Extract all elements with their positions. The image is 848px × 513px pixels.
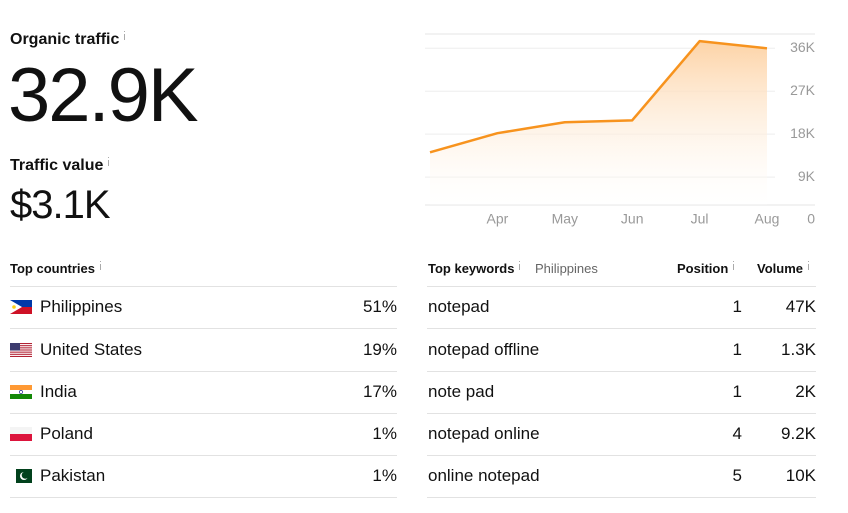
country-share: 19% (362, 340, 397, 359)
flag-icon (10, 385, 32, 399)
organic-value: 32.9K (8, 53, 199, 138)
flag-icon (10, 469, 32, 483)
y-tick-label: 0 (807, 211, 815, 227)
flag (10, 427, 32, 441)
info-icon[interactable] (107, 157, 110, 166)
chart: 0 9K 18K 27K 36K Apr May Jun Jul Aug (425, 33, 816, 227)
divider (427, 455, 816, 456)
divider (10, 497, 397, 498)
divider (10, 328, 397, 329)
countries-title-text: Top countries (10, 261, 95, 276)
x-tick-label: May (552, 211, 578, 227)
info-icon[interactable] (518, 261, 521, 270)
divider (10, 371, 397, 372)
divider (427, 371, 816, 372)
countries-title: Top countries (10, 261, 102, 276)
divider (427, 328, 816, 329)
x-tick-label: Jul (691, 211, 709, 227)
traffic-value-label-text: Traffic value (10, 157, 104, 174)
x-tick-label: Apr (487, 211, 509, 227)
x-tick-label: Aug (755, 211, 780, 227)
info-icon[interactable] (807, 261, 810, 270)
country-name: Poland (40, 424, 93, 443)
flag-icon (10, 427, 32, 441)
info-icon[interactable] (99, 261, 102, 270)
volume-header: Volume (757, 261, 810, 276)
country-share: 1% (372, 466, 397, 485)
divider (427, 413, 816, 414)
country-name: India (40, 382, 77, 401)
position-header-text: Position (677, 261, 729, 276)
country-share: 1% (372, 424, 397, 443)
y-tick-label: 9K (798, 168, 816, 184)
y-tick-label: 18K (790, 125, 816, 141)
divider (10, 413, 397, 414)
y-tick-label: 27K (790, 82, 816, 98)
traffic-value-label: Traffic value (10, 157, 110, 175)
traffic-value: $3.1K (10, 183, 111, 227)
divider (427, 497, 816, 498)
organic-label: Organic traffic (10, 31, 126, 49)
flag-icon (10, 343, 32, 357)
divider (10, 286, 397, 287)
country-name: United States (40, 340, 143, 359)
keyword-position: 4 (732, 424, 742, 443)
flag (10, 343, 32, 357)
keywords-filter: Philippines (535, 261, 598, 276)
flag-icon (10, 300, 32, 314)
country-share: 17% (362, 382, 397, 401)
divider (10, 455, 397, 456)
x-tick-label: Jun (621, 211, 644, 227)
keyword-position: 1 (732, 340, 742, 359)
keyword-volume: 9.2K (781, 424, 816, 443)
country-name: Pakistan (40, 466, 106, 485)
keywords-title: Top keywords (428, 261, 521, 276)
organic-label-text: Organic traffic (10, 31, 120, 48)
position-header: Position (677, 261, 735, 276)
area (430, 41, 767, 206)
keyword: notepad offline (428, 340, 540, 359)
flag (10, 469, 32, 483)
country-share: 51% (362, 297, 397, 316)
keyword-position: 5 (732, 466, 742, 485)
country-name: Philippines (40, 297, 123, 316)
keyword-position: 1 (732, 382, 742, 401)
flag (10, 385, 32, 399)
flag (10, 300, 32, 314)
keyword: notepad online (428, 424, 540, 443)
volume-header-text: Volume (757, 261, 803, 276)
y-tick-label: 36K (790, 39, 816, 55)
keyword-volume: 2K (795, 382, 816, 401)
line (429, 39, 768, 154)
keyword-volume: 10K (785, 466, 816, 485)
keywords-title-text: Top keywords (428, 261, 515, 276)
keyword: online notepad (428, 466, 540, 485)
keyword-volume: 47K (785, 297, 816, 316)
divider (427, 286, 816, 287)
info-icon[interactable] (123, 31, 126, 40)
keyword-position: 1 (732, 297, 742, 316)
info-icon[interactable] (732, 261, 735, 270)
keyword: note pad (428, 382, 495, 401)
keyword: notepad (428, 297, 490, 316)
keyword-volume: 1.3K (781, 340, 816, 359)
